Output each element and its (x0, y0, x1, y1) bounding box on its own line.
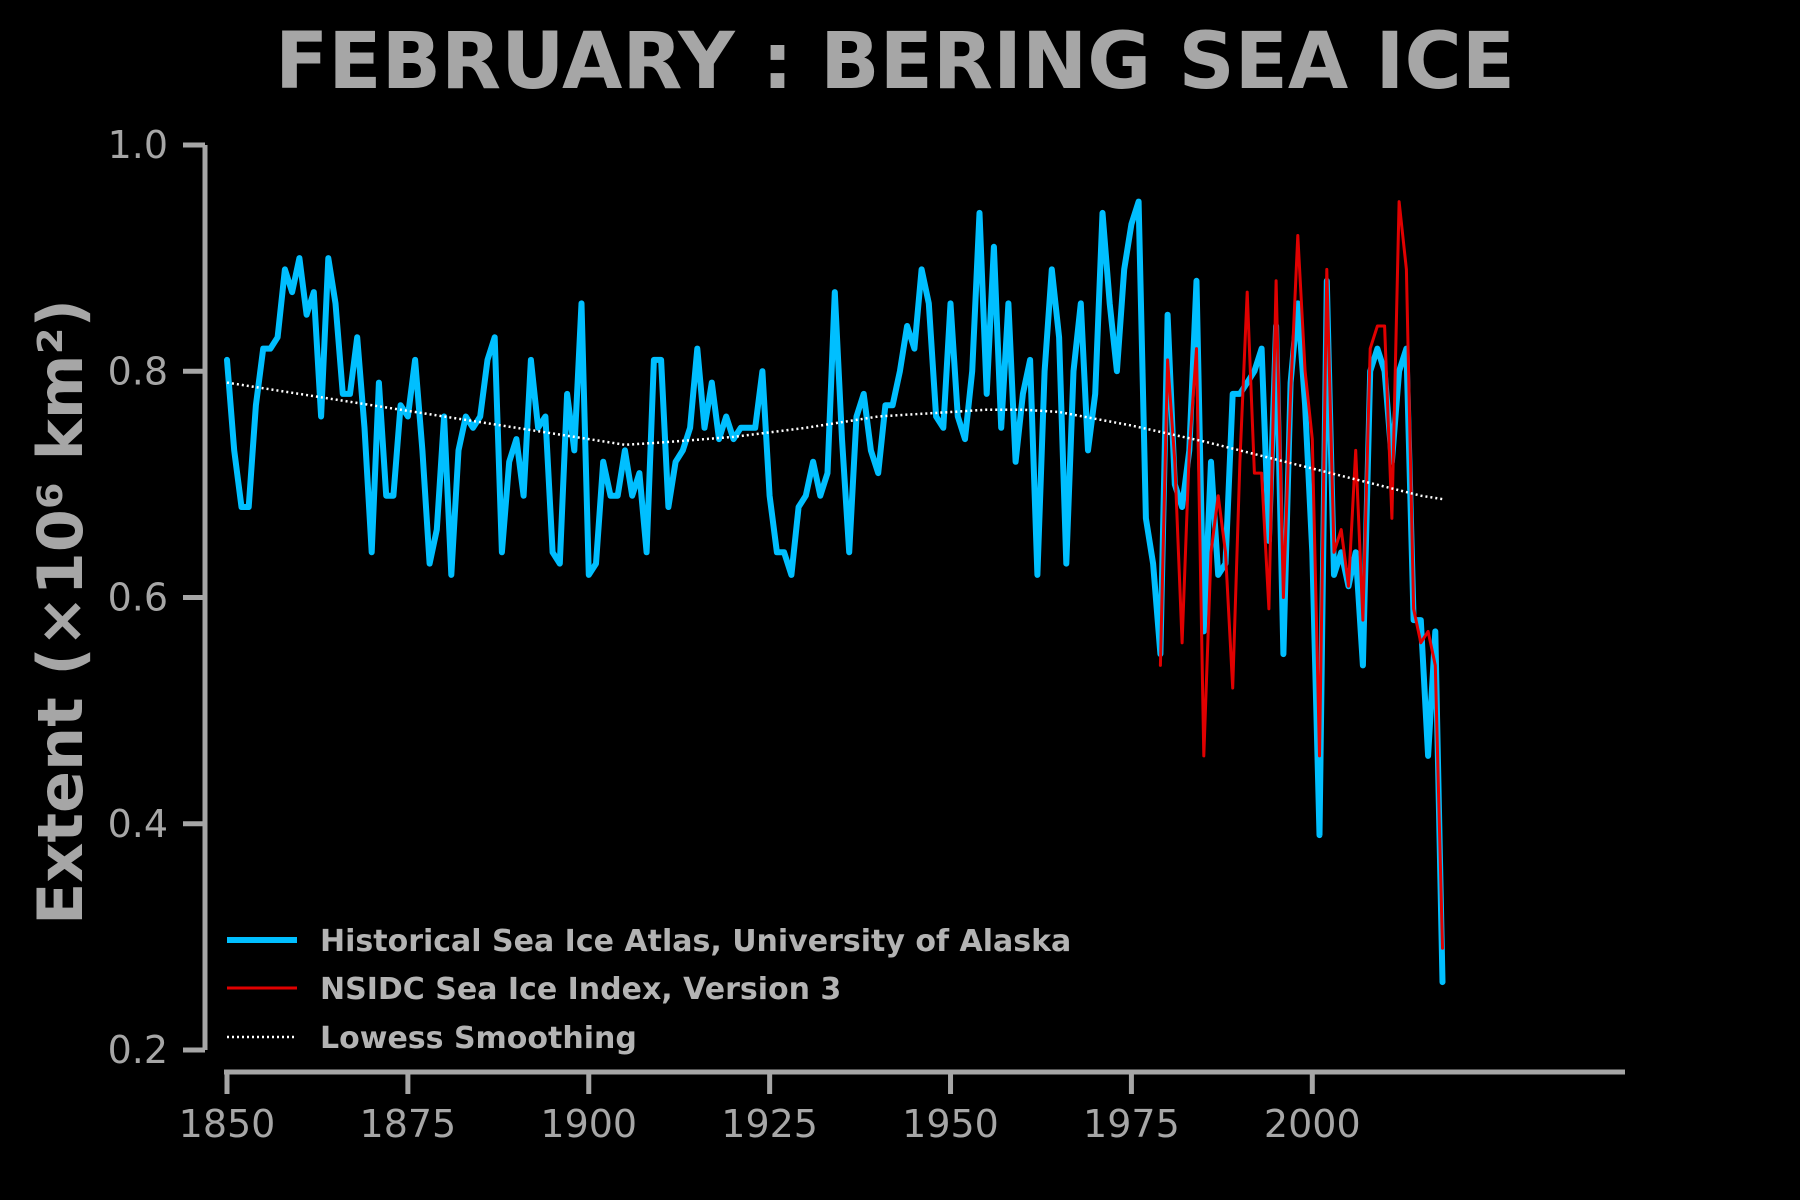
y-tick-label: 0.8 (108, 349, 168, 393)
legend: Historical Sea Ice Atlas, University of … (227, 924, 1071, 1056)
y-tick-label: 1.0 (108, 123, 168, 167)
x-tick-label: 1925 (721, 1102, 818, 1146)
y-tick-label: 0.6 (108, 576, 168, 620)
legend-label: Lowess Smoothing (320, 1021, 637, 1056)
x-tick-label: 1950 (902, 1102, 999, 1146)
x-tick-label: 1975 (1083, 1102, 1180, 1146)
series-line-lowess (226, 381, 1443, 501)
y-tick-label: 0.4 (108, 802, 168, 846)
series-line-nsidc (1158, 200, 1444, 950)
series-line-historical (224, 198, 1446, 986)
series-layer (224, 198, 1446, 986)
x-tick-label: 1875 (360, 1102, 457, 1146)
x-tick-label: 1850 (179, 1102, 276, 1146)
axes: 0.2 0.4 0.6 0.8 1.0 1850 1875 1900 1925 1950 1975 2… (108, 123, 1625, 1146)
legend-label: NSIDC Sea Ice Index, Version 3 (320, 972, 841, 1007)
x-tick-label: 1900 (540, 1102, 637, 1146)
chart-title: FEBRUARY : BERING SEA ICE (275, 17, 1515, 107)
x-tick-label: 2000 (1264, 1102, 1361, 1146)
y-tick-label: 0.2 (108, 1028, 168, 1072)
legend-label: Historical Sea Ice Atlas, University of … (320, 924, 1071, 959)
y-axis-label: Extent (×10⁶ km²) (24, 299, 97, 925)
